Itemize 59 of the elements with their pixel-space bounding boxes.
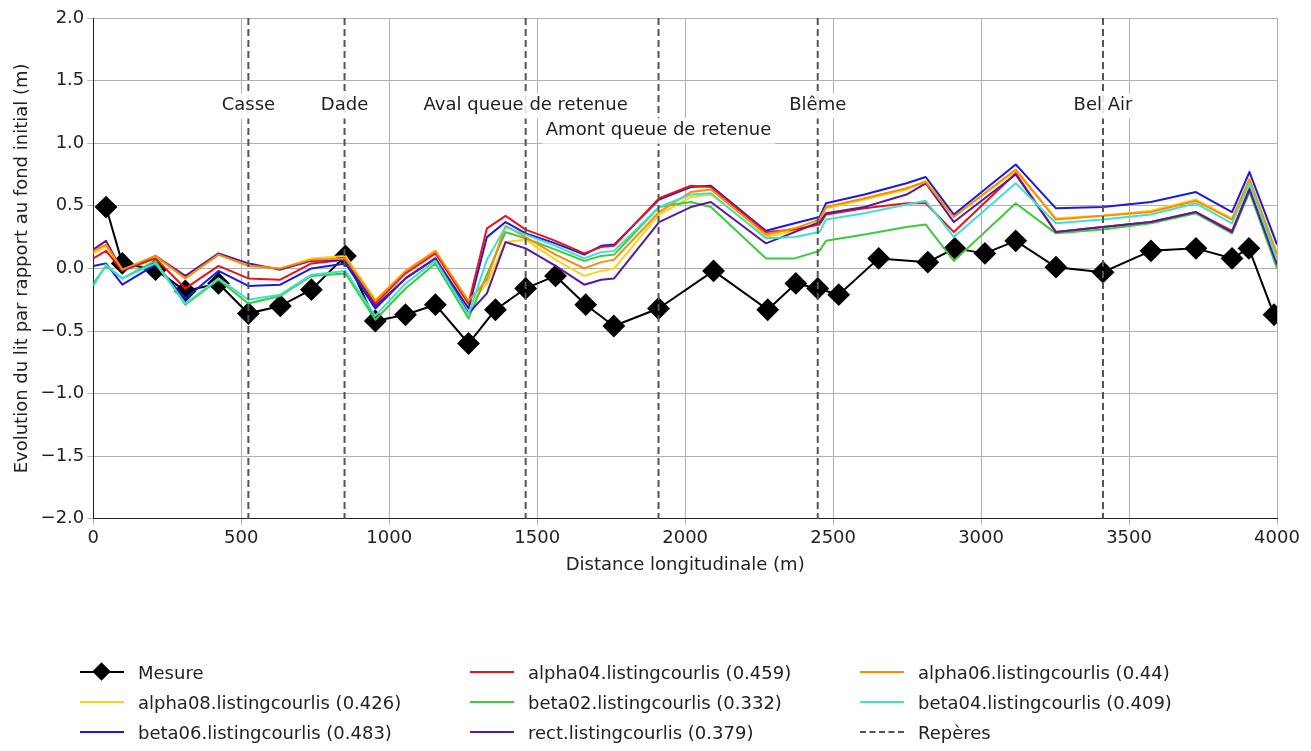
point bbox=[784, 272, 807, 295]
text: Repères bbox=[918, 721, 991, 743]
point bbox=[916, 251, 939, 274]
point bbox=[1221, 247, 1244, 270]
point bbox=[943, 237, 966, 260]
legend-label: alpha08.listingcourlis (0.426) bbox=[138, 691, 402, 713]
point bbox=[457, 332, 480, 355]
legend-label: alpha06.listingcourlis (0.44) bbox=[918, 661, 1170, 683]
ref-line-label: Blême bbox=[789, 93, 847, 115]
legend-label: beta06.listingcourlis (0.483) bbox=[138, 721, 392, 743]
y-tick-label: −2.0 bbox=[40, 506, 85, 528]
point bbox=[867, 247, 890, 270]
point bbox=[602, 314, 625, 337]
point bbox=[484, 298, 507, 321]
point bbox=[300, 278, 323, 301]
point bbox=[756, 298, 779, 321]
x-tick-label: 3000 bbox=[958, 526, 1004, 548]
point bbox=[424, 293, 447, 316]
point bbox=[1237, 237, 1260, 260]
x-tick-label: 2000 bbox=[662, 526, 709, 548]
y-tick-label: 1.0 bbox=[55, 130, 85, 152]
y-axis-title: Evolution du lit par rapport au fond initial (m) bbox=[10, 63, 32, 474]
ref-line-label: Bel Air bbox=[1073, 93, 1134, 115]
ref-line-label: Aval queue de retenue bbox=[423, 93, 628, 115]
point bbox=[269, 294, 292, 317]
legend-label: beta02.listingcourlis (0.332) bbox=[528, 691, 782, 713]
ref-line-label: Amont queue de retenue bbox=[545, 118, 772, 140]
point bbox=[544, 264, 567, 287]
y-tick-label: −1.5 bbox=[40, 443, 85, 465]
x-tick-label: 2500 bbox=[810, 526, 857, 548]
x-tick-label: 1000 bbox=[366, 526, 413, 548]
legend-label: alpha04.listingcourlis (0.459) bbox=[528, 661, 792, 683]
point bbox=[1004, 229, 1027, 252]
legend-label: Mesure bbox=[138, 661, 204, 683]
ref-line-label: Casse bbox=[221, 93, 276, 115]
y-tick-label: 2.0 bbox=[55, 5, 85, 27]
point bbox=[574, 293, 597, 316]
point bbox=[95, 196, 118, 219]
point bbox=[702, 259, 725, 282]
point bbox=[1184, 237, 1207, 260]
x-tick-label: 500 bbox=[224, 526, 259, 548]
x-tick-label: 1500 bbox=[514, 526, 561, 548]
point bbox=[827, 283, 850, 306]
point bbox=[1044, 256, 1067, 279]
point bbox=[973, 242, 996, 265]
point bbox=[1139, 239, 1162, 262]
legend-label: beta04.listingcourlis (0.409) bbox=[918, 691, 1172, 713]
y-tick-label: 0.5 bbox=[55, 193, 85, 215]
ref-line-label: Dade bbox=[320, 93, 369, 115]
point bbox=[394, 303, 417, 326]
y-tick-label: 0.0 bbox=[55, 256, 85, 278]
y-tick-label: −0.5 bbox=[40, 318, 85, 340]
legend-label: rect.listingcourlis (0.379) bbox=[528, 721, 754, 743]
x-axis-title: Distance longitudinale (m) bbox=[565, 552, 805, 574]
y-tick-label: −1.0 bbox=[40, 381, 85, 403]
x-tick-label: 0 bbox=[87, 526, 100, 548]
x-tick-label: 4000 bbox=[1254, 526, 1300, 548]
x-tick-label: 3500 bbox=[1106, 526, 1152, 548]
y-tick-label: 1.5 bbox=[55, 68, 85, 90]
